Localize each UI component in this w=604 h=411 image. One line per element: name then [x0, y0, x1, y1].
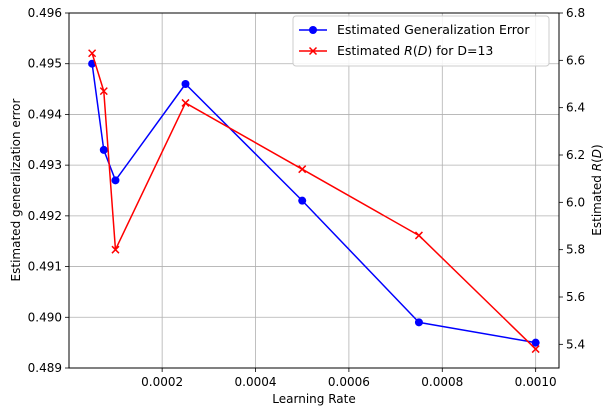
x-axis: 0.0002 0.0004 0.0006 0.0008 0.0010 — [141, 368, 557, 389]
legend-box — [292, 15, 550, 67]
data-point-x — [181, 98, 190, 107]
y-axis-right: 5.4 5.6 5.8 6.0 6.2 6.4 6.6 6.8 — [559, 6, 585, 351]
legend-marker-x — [308, 46, 318, 56]
y-right-tick-label: 5.8 — [566, 243, 585, 257]
y-right-tick-label: 6.0 — [566, 195, 585, 209]
series-generalization-error — [88, 59, 540, 347]
x-tick-label: 0.0008 — [421, 375, 463, 389]
legend-marker-circle — [309, 26, 317, 34]
data-point-circle — [99, 145, 108, 154]
plot-series — [88, 49, 540, 354]
x-tick-label: 0.0006 — [328, 375, 370, 389]
data-point-circle — [181, 80, 190, 88]
x-tick-label: 0.0004 — [235, 375, 277, 389]
y-axis-left: 0.489 0.490 0.491 0.492 0.493 0.494 0.495 0.496 — [28, 6, 69, 375]
y-left-tick-label: 0.492 — [28, 209, 62, 223]
y-right-tick-label: 5.6 — [566, 290, 585, 304]
legend: Estimated Generalization Error Estimated… — [292, 15, 550, 67]
plot-area-frame — [68, 12, 560, 369]
y-right-tick-label: 6.6 — [566, 53, 585, 67]
y-left-axis-label: Estimated generalization error — [9, 98, 23, 281]
y-left-tick-label: 0.489 — [28, 361, 62, 375]
data-point-circle — [298, 196, 307, 205]
y-left-tick-label: 0.490 — [28, 310, 62, 324]
y-right-tick-label: 5.4 — [566, 337, 585, 351]
series-line — [91, 63, 536, 344]
data-point-x — [88, 49, 97, 58]
data-point-x — [298, 165, 307, 174]
y-left-tick-label: 0.496 — [28, 6, 62, 20]
y-left-tick-label: 0.491 — [28, 260, 62, 274]
data-point-circle — [414, 318, 423, 327]
y-left-tick-label: 0.493 — [28, 158, 62, 172]
data-point-circle — [531, 338, 540, 347]
y-right-tick-label: 6.8 — [566, 6, 585, 20]
x-axis-label: Learning Rate — [272, 392, 355, 406]
y-right-axis-label: Estimated R(D) — [590, 144, 604, 235]
series-r-d — [88, 49, 540, 354]
data-point-x — [531, 345, 540, 354]
y-right-tick-label: 6.2 — [566, 148, 585, 162]
data-point-circle — [111, 176, 120, 185]
x-tick-label: 0.0002 — [141, 375, 183, 389]
legend-label-generalization-error: Estimated Generalization Error — [337, 22, 530, 37]
y-right-tick-label: 6.4 — [566, 101, 585, 115]
y-left-tick-label: 0.494 — [28, 107, 62, 121]
legend-entry-r-d: Estimated R(D) for D=13 — [299, 43, 493, 58]
x-tick-label: 0.0010 — [515, 375, 557, 389]
series-line — [91, 53, 537, 350]
data-point-x — [99, 87, 108, 96]
data-point-x — [111, 245, 120, 254]
data-point-x — [414, 231, 423, 240]
legend-label-r-d: Estimated R(D) for D=13 — [337, 43, 493, 58]
y-left-tick-label: 0.495 — [28, 57, 62, 71]
legend-entry-generalization-error: Estimated Generalization Error — [299, 22, 530, 37]
